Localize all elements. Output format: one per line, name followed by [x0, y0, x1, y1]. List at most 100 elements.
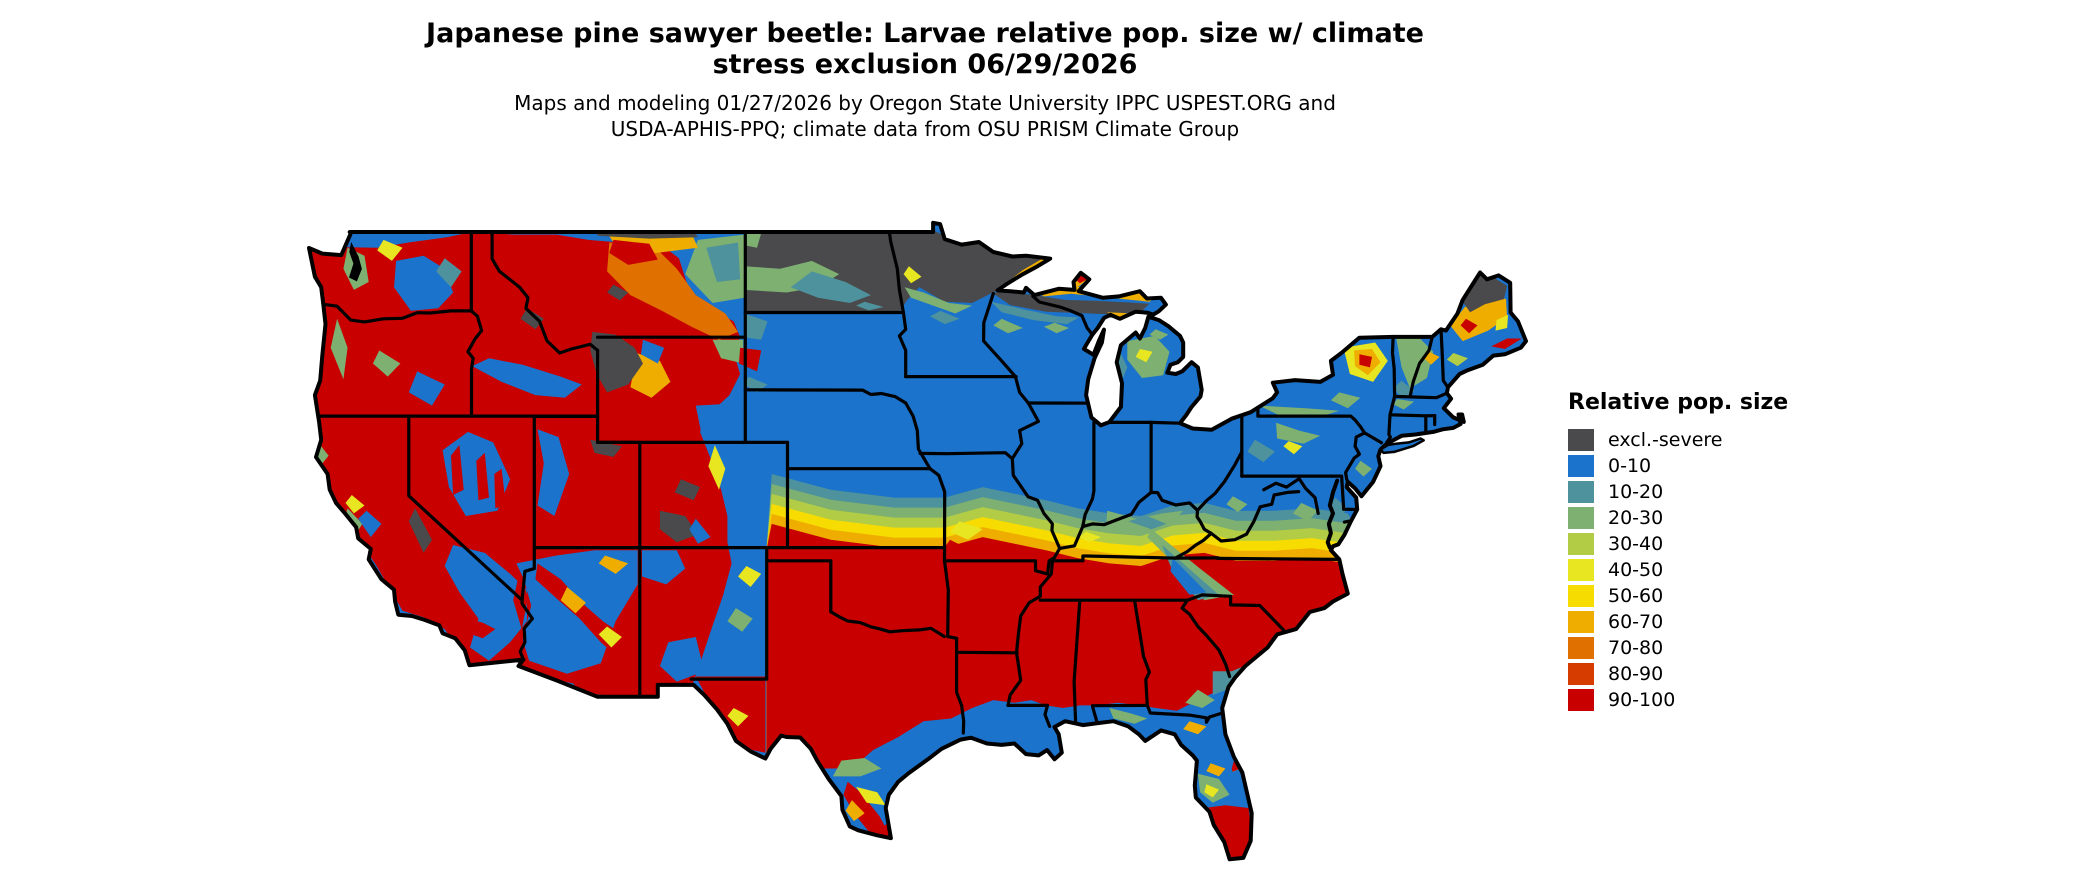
fill-region-20-30 [712, 339, 744, 364]
legend: Relative pop. size excl.-severe 0-10 10-20… [1568, 390, 1788, 713]
fill-region-0-10 [659, 637, 705, 682]
fill-region-20-30 [1276, 422, 1321, 444]
state-border [1081, 420, 1096, 529]
state-border [1385, 335, 1397, 444]
legend-swatch-70-80 [1568, 637, 1594, 659]
fill-region-60-70 [598, 555, 629, 574]
fill-region-40-50 [1078, 531, 1101, 543]
legend-swatch-excl.-severe [1568, 429, 1594, 451]
state-border [942, 556, 1057, 576]
fill-region-10-20 [744, 313, 768, 340]
fill-region-10-20 [1328, 497, 1348, 519]
legend-item: 40-50 [1568, 557, 1788, 583]
fill-region-10-20 [856, 301, 884, 311]
legend-item: 20-30 [1568, 505, 1788, 531]
fill-region-70-80 [607, 242, 738, 340]
legend-item: 60-70 [1568, 609, 1788, 635]
fill-region-20-30 [1355, 460, 1372, 477]
state-border [321, 302, 473, 324]
state-border [1173, 531, 1213, 560]
fill-region-20-30 [1109, 708, 1148, 724]
legend-label: 10-20 [1608, 481, 1664, 503]
legend-item: 30-40 [1568, 531, 1788, 557]
legend-item: 0-10 [1568, 453, 1788, 479]
state-border [1262, 477, 1320, 515]
legend-swatch-50-60 [1568, 585, 1594, 607]
state-border [1256, 407, 1367, 435]
fill-region-30-40 [1446, 353, 1468, 367]
legend-label: 70-80 [1608, 637, 1664, 659]
fill-region-20-30 [904, 287, 973, 314]
fill-region-excl.-severe [607, 284, 629, 301]
state-border [1344, 431, 1367, 484]
fill-region-20-30 [1330, 392, 1361, 409]
fill-region-excl.-severe [991, 292, 1150, 315]
fill-region-40-50 [738, 566, 762, 587]
fill-region-90-100 [476, 452, 489, 501]
page-title-line2: stress exclusion 06/29/2026 [712, 49, 1138, 80]
state-border [887, 230, 908, 379]
fill-region-40-50 [598, 626, 622, 648]
long-island [1379, 437, 1425, 455]
fill-region-40-50 [1495, 314, 1509, 331]
fill-region-60-70 [607, 233, 698, 253]
fill-region-20-30 [1043, 322, 1070, 334]
fill-region-20-30 [1393, 399, 1415, 410]
state-borders-layer [313, 230, 1450, 735]
fill-region-excl.-severe [659, 510, 698, 543]
page-title: Japanese pine sawyer beetle: Larvae rela… [300, 18, 1550, 80]
legend-swatch-0-10 [1568, 455, 1594, 477]
state-border [1195, 450, 1244, 512]
fill-region-90-100 [451, 445, 464, 495]
fill-region-excl.-severe [520, 308, 544, 330]
state-border [982, 291, 1062, 707]
fill-region-40-50 [903, 266, 922, 284]
legend-item: 50-60 [1568, 583, 1788, 609]
fill-region-20-30 [1259, 405, 1340, 418]
state-border [1050, 554, 1220, 563]
fill-region-40-50 [377, 239, 403, 261]
fill-region-60-70 [560, 587, 586, 614]
page-title-line1: Japanese pine sawyer beetle: Larvae rela… [426, 18, 1424, 49]
legend-label: 30-40 [1608, 533, 1664, 555]
legend-label: 60-70 [1608, 611, 1664, 633]
fill-region-10-20 [436, 258, 462, 288]
state-border [829, 610, 946, 639]
state-border [466, 309, 484, 418]
state-border [904, 401, 932, 471]
fill-region-90-100 [843, 781, 892, 843]
fill-region-60-70 [1450, 293, 1508, 342]
fill-region-20-30 [1292, 502, 1319, 522]
legend-item: 80-90 [1568, 661, 1788, 687]
legend-swatch-80-90 [1568, 663, 1594, 685]
fill-region-90-100 [944, 539, 966, 556]
fill-region-20-30 [1149, 329, 1169, 340]
fill-region-0-10 [537, 429, 570, 516]
fill-region-0-10 [642, 550, 686, 585]
state-border [942, 559, 959, 640]
legend-label: excl.-severe [1608, 429, 1723, 451]
state-border [1408, 335, 1434, 399]
legend-swatch-60-70 [1568, 611, 1594, 633]
state-border [1072, 598, 1082, 724]
state-border [765, 559, 833, 614]
state-border [743, 388, 908, 405]
state-border [1195, 508, 1213, 535]
state-border [1133, 598, 1151, 707]
fill-region-40-50 [345, 495, 365, 514]
fill-region-40-50 [1135, 349, 1153, 363]
page-subtitle-line1: Maps and modeling 01/27/2026 by Oregon S… [514, 91, 1336, 115]
state-border [928, 467, 947, 563]
page-subtitle: Maps and modeling 01/27/2026 by Oregon S… [300, 90, 1550, 142]
legend-label: 20-30 [1608, 507, 1664, 529]
legend-swatch-30-40 [1568, 533, 1594, 555]
legend-swatch-20-30 [1568, 507, 1594, 529]
legend-label: 80-90 [1608, 663, 1664, 685]
legend-label: 40-50 [1608, 559, 1664, 581]
fill-region-40-50 [950, 521, 983, 540]
fill-region-0-10 [695, 403, 743, 442]
state-border [1209, 490, 1301, 543]
fill-region-0-10 [408, 371, 445, 406]
